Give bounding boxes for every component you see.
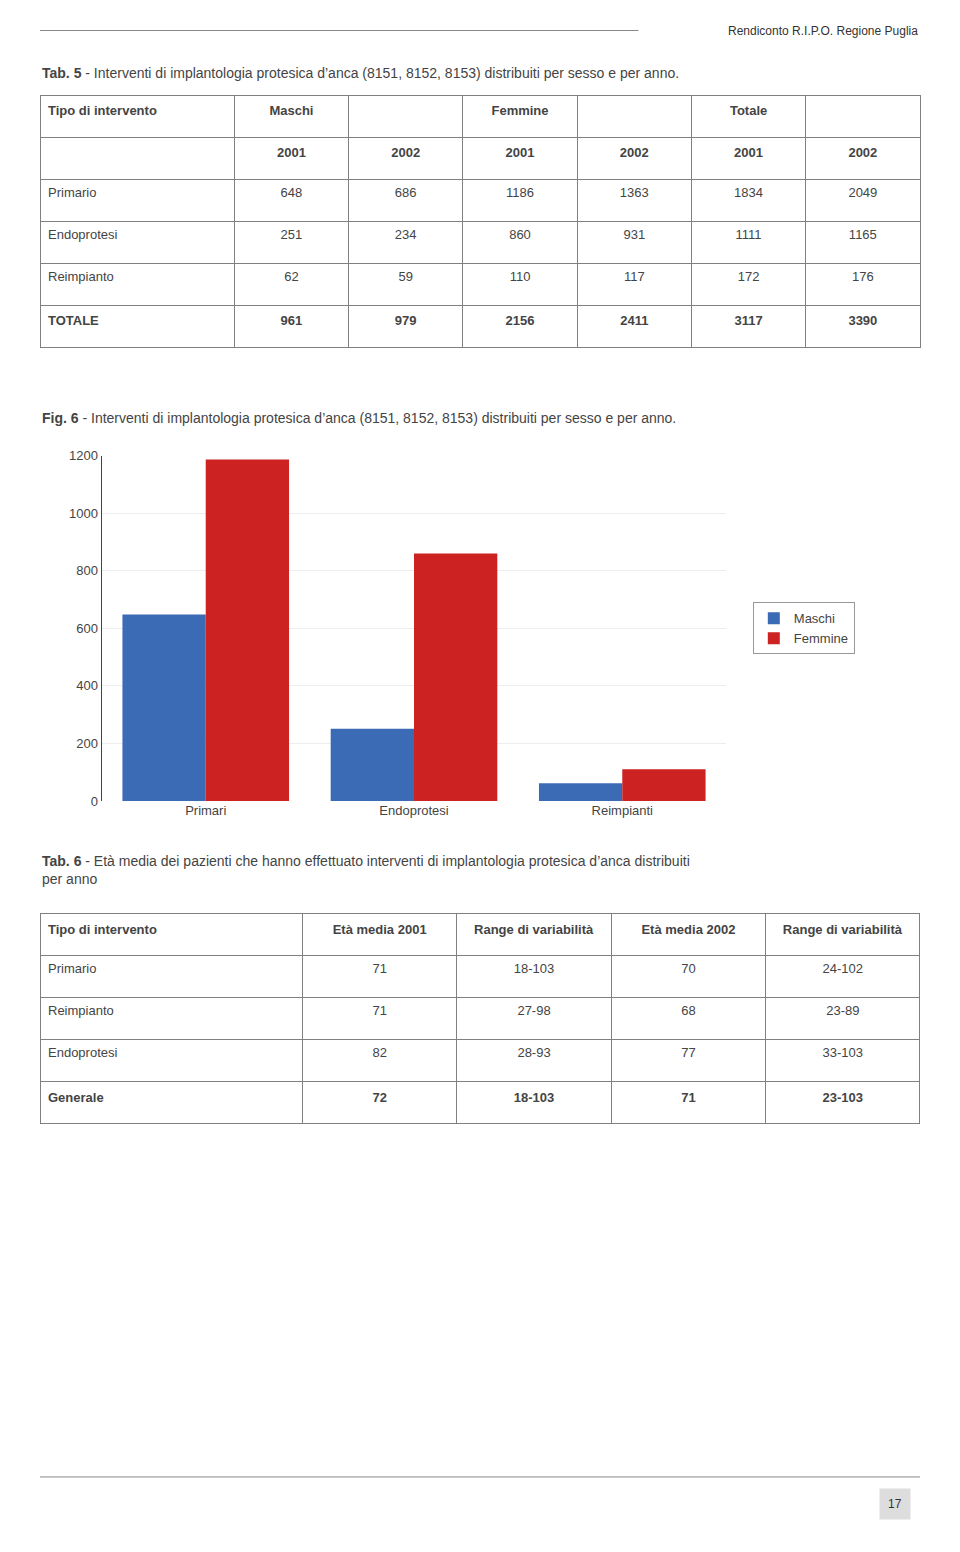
svg-text:1200: 1200 [69,448,98,463]
svg-text:2002: 2002 [391,145,420,160]
svg-text:Femmine: Femmine [794,631,848,646]
svg-text:234: 234 [395,227,417,242]
svg-text:2001: 2001 [506,145,535,160]
svg-text:251: 251 [281,227,303,242]
svg-text:Endoprotesi: Endoprotesi [379,803,448,818]
svg-text:Endoprotesi: Endoprotesi [48,1045,117,1060]
svg-text:931: 931 [623,227,645,242]
svg-text:62: 62 [284,269,298,284]
svg-text:1000: 1000 [69,506,98,521]
svg-text:Range di variabilità: Range di variabilità [474,922,594,937]
svg-text:Maschi: Maschi [794,611,835,626]
svg-text:Primario: Primario [48,185,96,200]
svg-text:400: 400 [76,678,98,693]
svg-text:Tipo di intervento: Tipo di intervento [48,922,157,937]
svg-text:600: 600 [76,621,98,636]
svg-text:Reimpianto: Reimpianto [48,269,114,284]
svg-text:Primari: Primari [185,803,226,818]
svg-text:Reimpianto: Reimpianto [48,1003,114,1018]
svg-text:110: 110 [510,269,531,284]
svg-text:Tipo di intervento: Tipo di intervento [48,103,157,118]
svg-text:71: 71 [372,961,386,976]
svg-text:Primario: Primario [48,961,96,976]
svg-text:33-103: 33-103 [823,1045,863,1060]
svg-text:2001: 2001 [734,145,763,160]
svg-text:82: 82 [372,1045,386,1060]
svg-text:1165: 1165 [849,227,877,242]
svg-text:23-103: 23-103 [823,1090,863,1105]
svg-text:117: 117 [624,269,645,284]
svg-text:72: 72 [372,1090,386,1105]
svg-text:1834: 1834 [734,185,763,200]
svg-text:23-89: 23-89 [826,1003,859,1018]
svg-text:27-98: 27-98 [517,1003,550,1018]
svg-text:24-102: 24-102 [823,961,863,976]
svg-text:Tab. 5 - Interventi di implant: Tab. 5 - Interventi di implantologia pro… [42,65,679,81]
svg-text:1186: 1186 [506,185,534,200]
svg-text:Reimpianti: Reimpianti [592,803,654,818]
svg-text:0: 0 [91,794,98,809]
svg-text:648: 648 [281,185,303,200]
svg-text:2002: 2002 [848,145,877,160]
svg-text:1363: 1363 [620,185,649,200]
svg-text:176: 176 [852,269,874,284]
svg-text:70: 70 [681,961,695,976]
svg-text:Tab. 6 - Età media dei pazient: Tab. 6 - Età media dei pazienti che hann… [42,853,690,887]
svg-text:200: 200 [76,736,98,751]
svg-text:Età media 2001: Età media 2001 [333,922,427,937]
svg-text:Endoprotesi: Endoprotesi [48,227,117,242]
svg-text:71: 71 [372,1003,386,1018]
svg-text:2001: 2001 [277,145,306,160]
svg-text:2002: 2002 [620,145,649,160]
svg-text:961: 961 [281,313,303,328]
svg-text:686: 686 [395,185,417,200]
svg-text:Maschi: Maschi [269,103,313,118]
svg-text:18-103: 18-103 [514,961,554,976]
svg-text:3117: 3117 [734,313,762,328]
svg-text:71: 71 [681,1090,695,1105]
svg-text:3390: 3390 [848,313,877,328]
svg-text:18-103: 18-103 [514,1090,554,1105]
svg-text:Generale: Generale [48,1090,104,1105]
svg-text:Totale: Totale [730,103,767,118]
svg-text:Fig. 6 - Interventi di implant: Fig. 6 - Interventi di implantologia pro… [42,410,676,426]
svg-text:860: 860 [509,227,531,242]
svg-text:68: 68 [681,1003,695,1018]
svg-text:Femmine: Femmine [491,103,548,118]
svg-text:TOTALE: TOTALE [48,313,99,328]
svg-text:77: 77 [681,1045,695,1060]
svg-text:28-93: 28-93 [517,1045,550,1060]
svg-text:979: 979 [395,313,417,328]
svg-text:Range di variabilità: Range di variabilità [783,922,903,937]
svg-text:Rendiconto R.I.P.O. Regione Pu: Rendiconto R.I.P.O. Regione Puglia [728,24,918,38]
svg-text:59: 59 [398,269,412,284]
svg-text:Età media 2002: Età media 2002 [641,922,735,937]
svg-text:172: 172 [738,269,760,284]
svg-text:2049: 2049 [848,185,877,200]
svg-text:2411: 2411 [620,313,648,328]
svg-text:2156: 2156 [506,313,535,328]
svg-text:800: 800 [76,563,98,578]
svg-text:1111: 1111 [736,227,762,242]
svg-text:17: 17 [888,1497,902,1511]
